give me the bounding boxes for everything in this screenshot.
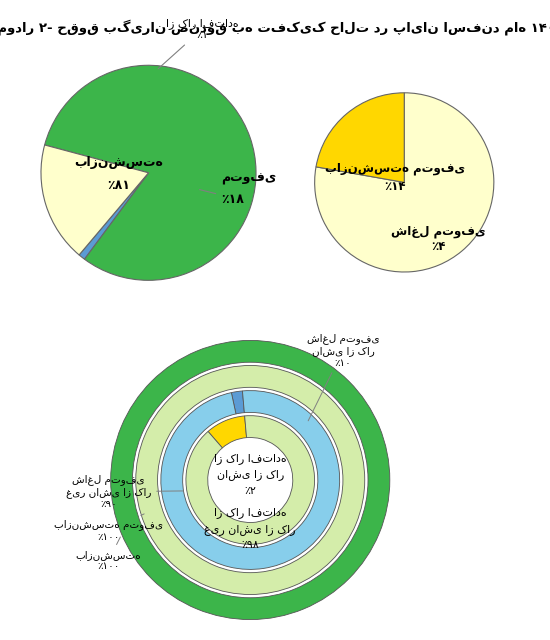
Wedge shape: [161, 390, 340, 570]
Text: از کار افتاده
٪۱: از کار افتاده ٪۱: [158, 18, 239, 69]
Text: ٪۱۸: ٪۱۸: [222, 193, 245, 206]
Text: نمودار ۲- حقوق بگیران صندوق به تفکیک حالت در پایان اسفند ماه ۱۴۰۲: نمودار ۲- حقوق بگیران صندوق به تفکیک حال…: [0, 19, 550, 35]
Text: ٪۴: ٪۴: [431, 241, 446, 253]
Text: از کار افتاده: از کار افتاده: [214, 508, 287, 518]
Wedge shape: [208, 416, 246, 448]
Text: غیر ناشی از کار: غیر ناشی از کار: [205, 524, 296, 534]
Text: ٪۲: ٪۲: [244, 486, 256, 496]
Wedge shape: [45, 65, 256, 280]
Text: بازنشسته: بازنشسته: [74, 156, 163, 168]
Wedge shape: [41, 145, 148, 255]
Wedge shape: [186, 415, 315, 545]
Text: ٪۱۴: ٪۱۴: [384, 180, 406, 193]
Text: ناشی از کار: ناشی از کار: [217, 469, 284, 480]
Text: بازنشسته
٪۱۰۰: بازنشسته ٪۱۰۰: [76, 537, 141, 572]
Text: از کار افتاده: از کار افتاده: [214, 452, 287, 464]
Text: بازنشسته متوفی
٪۱۰۰: بازنشسته متوفی ٪۱۰۰: [54, 514, 163, 542]
Wedge shape: [316, 93, 404, 182]
Text: شاغل متوفی: شاغل متوفی: [391, 225, 486, 238]
Wedge shape: [111, 340, 390, 620]
Wedge shape: [136, 365, 365, 595]
Wedge shape: [79, 173, 148, 259]
Text: متوفی: متوفی: [222, 172, 277, 185]
Text: ٪۸۱: ٪۸۱: [107, 179, 130, 192]
Wedge shape: [232, 391, 244, 414]
Wedge shape: [315, 93, 494, 272]
Text: بازنشسته متوفی: بازنشسته متوفی: [325, 163, 465, 175]
Text: شاغل متوفی
ناشی از کار
٪۱۰: شاغل متوفی ناشی از کار ٪۱۰: [306, 333, 380, 421]
Text: ٪۹۸: ٪۹۸: [241, 540, 259, 550]
Text: شاغل متوفی
غیر ناشی از کار
٪۹۰: شاغل متوفی غیر ناشی از کار ٪۹۰: [66, 474, 183, 509]
